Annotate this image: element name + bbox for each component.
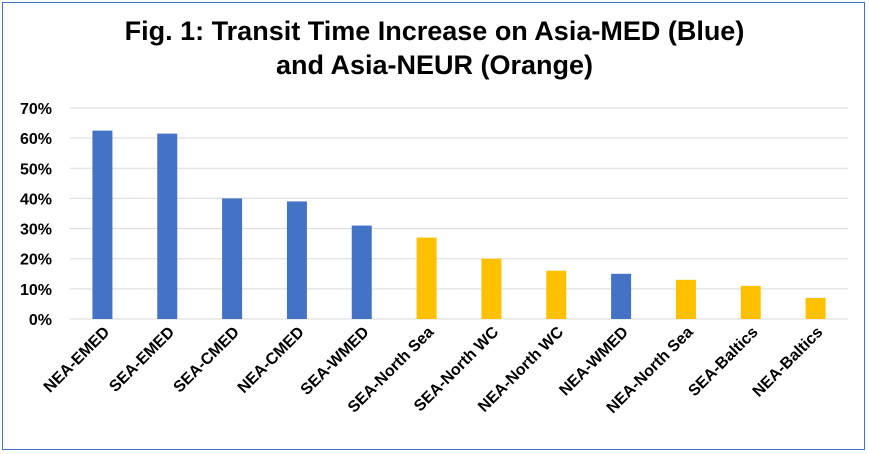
chart-title-line-2: and Asia-NEUR (Orange) — [275, 50, 594, 80]
bars — [92, 130, 826, 319]
y-axis-tick-labels: 0% 10% 20% 30% 40% 50% 60% 70% — [20, 101, 52, 329]
bar — [416, 237, 437, 319]
bar — [481, 258, 502, 319]
bar — [92, 130, 113, 319]
y-tick-label: 60% — [20, 131, 52, 148]
chart-title: Fig. 1: Transit Time Increase on Asia-ME… — [0, 14, 869, 82]
y-tick-label: 10% — [20, 282, 52, 299]
bar — [611, 273, 632, 319]
bar — [157, 133, 178, 319]
x-category-label: SEA-EMED — [106, 324, 178, 396]
x-category-label: NEA-CMED — [235, 324, 308, 397]
bar — [351, 225, 372, 319]
bar — [740, 285, 761, 319]
bar — [675, 279, 696, 319]
x-category-label: NEA-EMED — [41, 324, 113, 396]
y-tick-label: 0% — [29, 312, 52, 329]
y-tick-label: 50% — [20, 161, 52, 178]
y-tick-label: 30% — [20, 222, 52, 239]
bar — [805, 297, 826, 319]
bar — [286, 201, 307, 319]
bar — [222, 198, 243, 319]
x-category-label: SEA-CMED — [171, 324, 243, 396]
y-tick-label: 20% — [20, 252, 52, 269]
y-tick-label: 40% — [20, 191, 52, 208]
gridlines — [70, 107, 848, 320]
x-category-label: NEA-Baltics — [750, 324, 827, 401]
y-tick-label: 70% — [20, 101, 52, 118]
x-axis-category-labels: NEA-EMEDSEA-EMEDSEA-CMEDNEA-CMEDSEA-WMED… — [41, 323, 827, 416]
bar — [546, 270, 567, 319]
chart-frame — [2, 2, 865, 450]
chart-title-line-1: Fig. 1: Transit Time Increase on Asia-ME… — [124, 16, 745, 46]
